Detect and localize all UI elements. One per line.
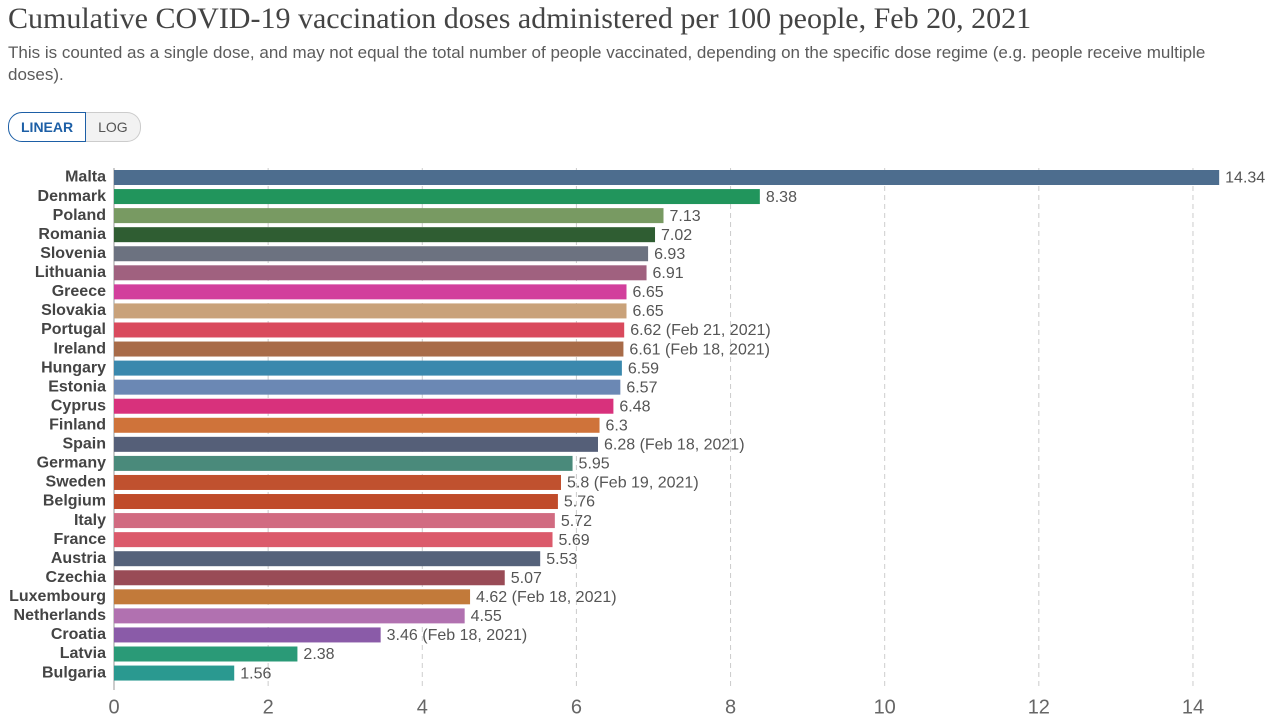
- value-label: 6.65: [633, 303, 664, 320]
- bar: [114, 303, 627, 319]
- value-label: 6.91: [653, 265, 684, 282]
- category-label: Cyprus: [51, 397, 106, 414]
- category-label: Czechia: [46, 569, 107, 586]
- bar: [114, 227, 656, 243]
- value-label: 6.57: [626, 379, 657, 396]
- category-label: France: [54, 531, 107, 548]
- bar: [114, 379, 621, 395]
- category-label: Spain: [62, 436, 106, 453]
- category-label: Hungary: [41, 359, 106, 376]
- category-label: Poland: [53, 207, 106, 224]
- category-label: Italy: [74, 512, 106, 529]
- bar: [114, 436, 598, 452]
- bar: [114, 532, 553, 548]
- bar: [114, 494, 558, 510]
- value-label: 7.13: [670, 208, 701, 225]
- x-tick-label: 8: [725, 696, 736, 718]
- category-label: Germany: [37, 455, 106, 472]
- value-label: 1.56: [240, 665, 271, 682]
- category-label: Luxembourg: [9, 588, 106, 605]
- category-label: Latvia: [60, 645, 106, 662]
- category-label: Netherlands: [14, 607, 107, 624]
- category-label: Estonia: [48, 378, 106, 395]
- category-label: Malta: [65, 169, 106, 186]
- category-label: Belgium: [43, 493, 106, 510]
- value-label: 14.34: [1225, 170, 1265, 187]
- bar: [114, 417, 600, 433]
- value-label: 5.07: [511, 570, 542, 587]
- category-label: Lithuania: [35, 264, 106, 281]
- bar: [114, 170, 1220, 185]
- value-label: 6.65: [633, 284, 664, 301]
- value-label: 5.69: [559, 532, 590, 549]
- category-label: Slovenia: [40, 245, 106, 262]
- value-label: 6.48: [619, 398, 650, 415]
- value-label: 6.3: [606, 417, 628, 434]
- value-label: 4.62 (Feb 18, 2021): [476, 589, 617, 606]
- bar: [114, 474, 561, 490]
- x-tick-label: 2: [263, 696, 274, 718]
- x-tick-label: 6: [571, 696, 582, 718]
- bar: [114, 398, 614, 414]
- category-label: Denmark: [38, 188, 107, 205]
- category-label: Slovakia: [41, 302, 106, 319]
- bar: [114, 551, 541, 567]
- bar: [114, 265, 647, 281]
- value-label: 2.38: [303, 646, 334, 663]
- category-label: Greece: [52, 283, 106, 300]
- value-label: 6.59: [628, 360, 659, 377]
- value-label: 4.55: [471, 608, 502, 625]
- category-label: Ireland: [54, 340, 106, 357]
- category-label: Romania: [38, 226, 106, 243]
- chart-subtitle: This is counted as a single dose, and ma…: [8, 43, 1206, 84]
- bar: [114, 360, 622, 376]
- value-label: 5.8 (Feb 19, 2021): [567, 475, 699, 492]
- category-label: Austria: [51, 550, 106, 567]
- value-label: 5.53: [546, 551, 577, 568]
- bar: [114, 646, 298, 662]
- category-label: Bulgaria: [42, 664, 106, 681]
- bar: [114, 589, 471, 605]
- value-label: 6.93: [654, 246, 685, 263]
- x-tick-label: 14: [1182, 696, 1204, 718]
- x-tick-label: 4: [417, 696, 428, 718]
- chart-title: Cumulative COVID-19 vaccination doses ad…: [8, 2, 1032, 35]
- category-label: Portugal: [41, 321, 106, 338]
- category-label: Croatia: [51, 626, 106, 643]
- value-label: 6.62 (Feb 21, 2021): [630, 322, 771, 339]
- x-tick-label: 12: [1028, 696, 1050, 718]
- value-label: 6.28 (Feb 18, 2021): [604, 437, 745, 454]
- bar: [114, 189, 760, 205]
- category-label: Finland: [49, 416, 106, 433]
- bar: [114, 246, 649, 262]
- scale-toggle: LINEAR LOG: [8, 112, 141, 142]
- bar: [114, 627, 381, 643]
- bar: [114, 570, 505, 586]
- value-label: 7.02: [661, 227, 692, 244]
- bar: [114, 455, 573, 471]
- x-tick-label: 0: [108, 696, 119, 718]
- scale-button[interactable]: LINEAR: [8, 112, 87, 142]
- bar: [114, 284, 627, 300]
- scale-button[interactable]: LOG: [86, 112, 141, 142]
- bar: [114, 322, 625, 338]
- value-label: 8.38: [766, 189, 797, 206]
- category-label: Sweden: [46, 474, 106, 491]
- bar: [114, 513, 555, 529]
- value-label: 5.72: [561, 513, 592, 530]
- value-label: 3.46 (Feb 18, 2021): [387, 627, 528, 644]
- bar: [114, 665, 235, 681]
- value-label: 6.61 (Feb 18, 2021): [629, 341, 770, 358]
- x-tick-label: 10: [874, 696, 896, 718]
- value-label: 5.95: [579, 456, 610, 473]
- bar: [114, 341, 624, 357]
- bar: [114, 608, 465, 624]
- bar: [114, 208, 664, 224]
- value-label: 5.76: [564, 494, 595, 511]
